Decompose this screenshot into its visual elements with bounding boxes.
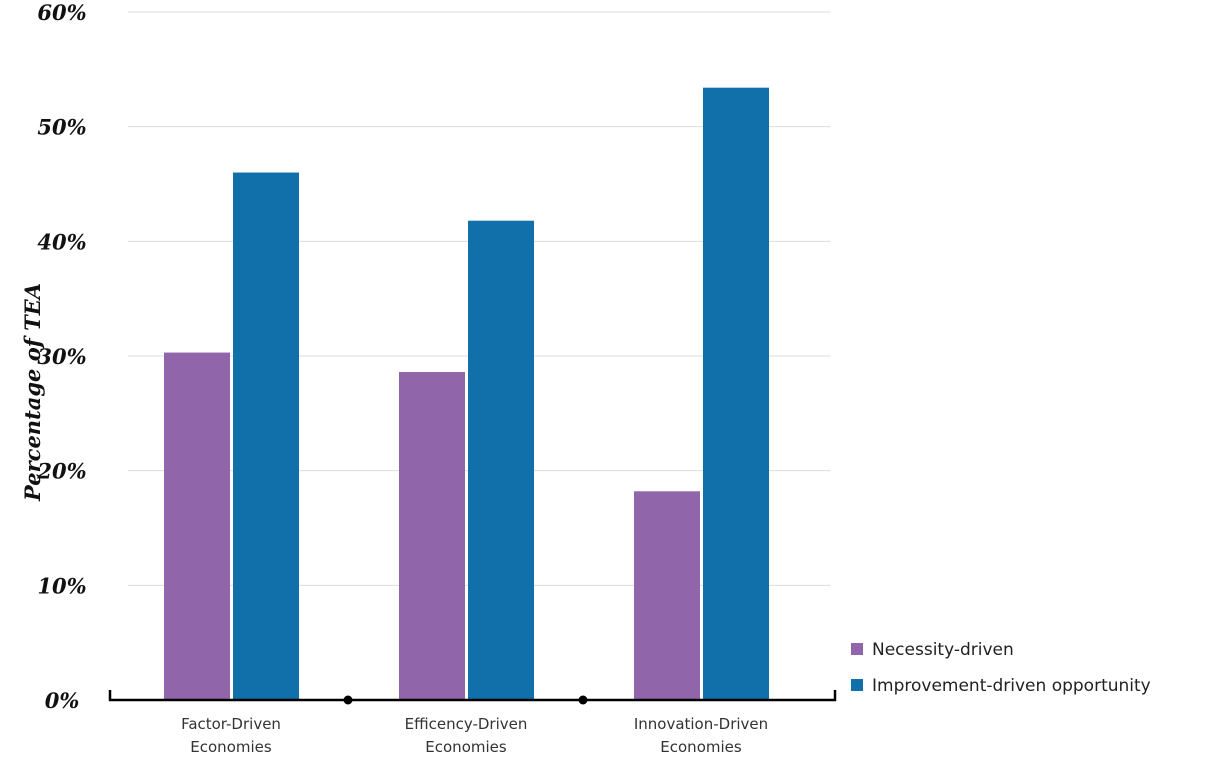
bars: [164, 87, 769, 701]
bar-improvement-2: [703, 87, 769, 701]
x-axis-separator-dot: [343, 695, 353, 705]
bar-necessity-1: [399, 372, 465, 700]
bar-necessity-2: [634, 491, 700, 700]
x-tick-label: Economies: [190, 738, 272, 756]
bar-improvement-0: [233, 172, 299, 701]
y-tick-label: 10%: [37, 573, 86, 598]
x-axis-separator-dot: [578, 695, 588, 705]
legend-label: Necessity-driven: [872, 640, 1014, 660]
legend-swatch: [851, 643, 863, 655]
y-tick-label: 30%: [37, 344, 86, 369]
x-tick-label: Economies: [660, 738, 742, 756]
legend-label: Improvement-driven opportunity: [872, 676, 1151, 696]
y-tick-label: 20%: [36, 459, 86, 484]
y-axis-ticks: 0% 10% 20% 30% 40% 50% 60%: [36, 0, 86, 713]
bar-improvement-1: [468, 220, 534, 700]
y-tick-label: 50%: [37, 115, 86, 140]
x-axis-ticks: Factor-Driven Economies Efficency-Driven Ec…: [181, 715, 768, 756]
y-tick-label: 40%: [37, 229, 86, 254]
x-tick-label: Economies: [425, 738, 507, 756]
legend: Necessity-driven Improvement-driven oppor…: [851, 640, 1151, 696]
x-tick-label: Efficency-Driven: [405, 715, 528, 733]
x-axis: [108, 690, 837, 705]
bar-necessity-0: [164, 352, 230, 700]
y-tick-label: 0%: [45, 688, 80, 713]
x-tick-label: Factor-Driven: [181, 715, 281, 733]
y-axis-label: Percentage of TEA: [20, 283, 45, 502]
y-tick-label: 60%: [37, 0, 86, 25]
x-tick-label: Innovation-Driven: [634, 715, 768, 733]
legend-swatch: [851, 679, 863, 691]
